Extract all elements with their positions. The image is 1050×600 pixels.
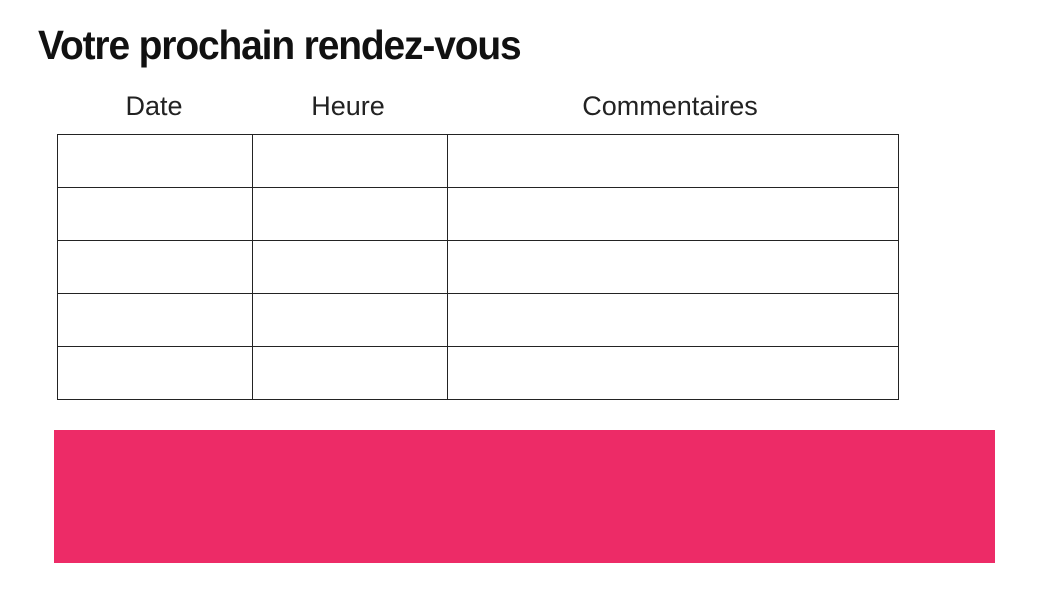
appointments-table-body <box>57 134 899 400</box>
table-cell <box>447 346 899 400</box>
column-header-commentaires: Commentaires <box>582 91 758 121</box>
column-header-heure: Heure <box>311 91 385 121</box>
table-cell <box>252 134 448 188</box>
table-cell <box>252 240 448 294</box>
table-column-headers: Date Heure Commentaires <box>57 90 895 122</box>
pink-banner <box>54 430 995 563</box>
table-cell <box>252 293 448 347</box>
table-cell <box>57 293 253 347</box>
table-cell <box>57 187 253 241</box>
table-cell <box>447 293 899 347</box>
table-cell <box>57 134 253 188</box>
table-row <box>57 346 899 400</box>
table-cell <box>447 240 899 294</box>
table-row <box>57 240 899 294</box>
table-cell <box>252 187 448 241</box>
column-header-date: Date <box>125 91 183 121</box>
appointments-table <box>57 134 899 400</box>
page-title: Votre prochain rendez-vous <box>38 22 522 68</box>
table-row <box>57 187 899 241</box>
table-row <box>57 293 899 347</box>
table-cell <box>57 240 253 294</box>
table-cell <box>252 346 448 400</box>
table-cell <box>57 346 253 400</box>
table-cell <box>447 187 899 241</box>
table-row <box>57 134 899 188</box>
table-cell <box>447 134 899 188</box>
